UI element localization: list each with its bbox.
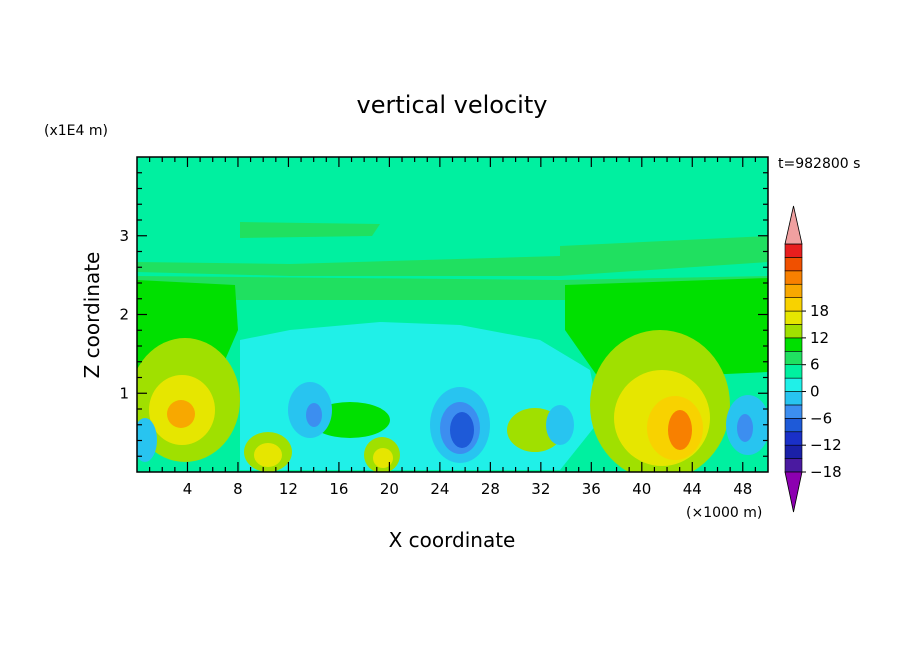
colorbar-segment [784,431,803,446]
field-downdraft-x25-core [450,412,474,448]
x-axis: 4 8 12 16 20 24 28 32 36 40 44 48 [149,157,756,498]
field-band-upper [240,222,380,238]
x-tick-label: 20 [380,480,399,498]
y-tick-label: 1 [119,384,129,402]
colorbar-segment [784,404,803,419]
colorbar-segment [784,444,803,459]
field-updraft-left-core [167,400,195,428]
colorbar-label: 18 [810,302,829,320]
colorbar-segment [784,257,803,272]
colorbar: 18 12 6 0 −6 −12 −18 [784,205,842,513]
y-tick-label: 2 [119,306,129,324]
colorbar-segment [784,364,803,379]
time-label: t=982800 s [778,156,860,172]
field-downdraft-left [137,418,157,462]
colorbar-label: −18 [810,463,842,481]
colorbar-segment [784,324,803,339]
colorbar-segment [784,297,803,312]
y-tick-label: 3 [119,227,129,245]
x-tick-label: 4 [183,480,193,498]
colorbar-label: 0 [810,383,820,401]
colorbar-arrow-top [784,205,803,245]
field-updraft-x19-core [373,448,393,468]
colorbar-label: −6 [810,409,832,427]
x-tick-label: 40 [632,480,651,498]
x-tick-label: 48 [733,480,752,498]
colorbar-segment [784,270,803,285]
colorbar-segment [784,337,803,352]
colorbar-arrow-bottom [784,471,803,513]
colorbar-label: 12 [810,329,829,347]
colorbar-label: −12 [810,436,842,454]
field-updraft-right-core [668,410,692,450]
x-tick-label: 12 [279,480,298,498]
field-downdraft-x33 [546,405,574,445]
y-unit-label: (x1E4 m) [44,123,108,139]
x-tick-label: 16 [329,480,348,498]
field-updraft-x10-core [254,443,282,467]
colorbar-segment [784,458,803,473]
x-axis-title: X coordinate [389,528,516,552]
y-axis: 1 2 3 [119,172,768,457]
x-tick-label: 28 [481,480,500,498]
colorbar-label: 6 [810,356,820,374]
x-unit-label: (×1000 m) [686,505,762,521]
colorbar-segment [784,310,803,325]
colorbar-segment [784,283,803,298]
chart-title: vertical velocity [357,91,548,119]
field-downdraft-x48-core [737,414,753,442]
x-tick-label: 32 [531,480,550,498]
x-tick-label: 44 [683,480,702,498]
field-downdraft-x14-core [306,403,322,427]
field-band-mid [137,236,768,276]
x-tick-label: 8 [233,480,243,498]
colorbar-segment [784,377,803,392]
y-axis-title: Z coordinate [80,252,104,379]
colorbar-segment [784,350,803,366]
colorbar-segment [784,243,803,258]
x-tick-label: 36 [582,480,601,498]
plot-area [137,157,768,472]
colorbar-segment [784,391,803,406]
colorbar-segment [784,418,803,433]
x-tick-label: 24 [430,480,449,498]
